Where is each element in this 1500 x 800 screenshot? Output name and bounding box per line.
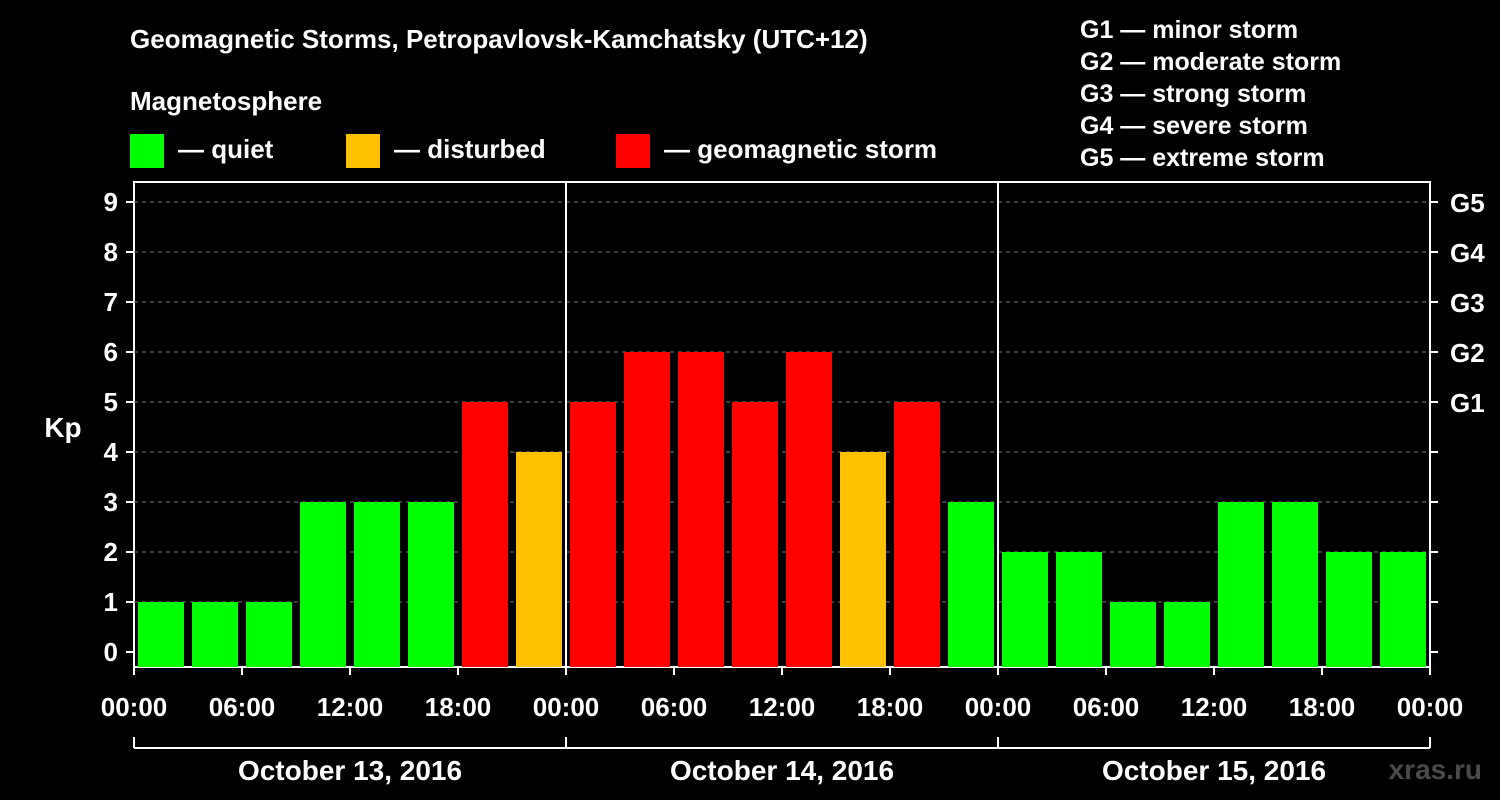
legend-swatch-quiet — [130, 134, 164, 168]
kp-bar — [516, 452, 562, 667]
right-axis-label: G3 — [1450, 288, 1485, 318]
storm-scale-g1: G1 — minor storm — [1080, 16, 1299, 44]
kp-bar — [1326, 552, 1372, 667]
kp-bar — [570, 402, 616, 667]
chart-title: Geomagnetic Storms, Petropavlovsk-Kamcha… — [130, 24, 868, 54]
x-tick-label: 12:00 — [317, 692, 384, 722]
storm-scale-g5: G5 — extreme storm — [1080, 144, 1325, 172]
kp-bar — [840, 452, 886, 667]
y-tick-label: 7 — [104, 287, 118, 317]
x-tick-label: 18:00 — [1289, 692, 1356, 722]
x-tick-label: 18:00 — [857, 692, 924, 722]
right-axis-label: G2 — [1450, 338, 1485, 368]
kp-bar — [300, 502, 346, 667]
watermark: xras.ru — [1388, 754, 1482, 785]
day-label: October 14, 2016 — [670, 755, 894, 786]
kp-bar — [894, 402, 940, 667]
kp-bar — [1110, 602, 1156, 667]
y-tick-label: 6 — [104, 337, 118, 367]
kp-bar — [462, 402, 508, 667]
kp-bar — [1056, 552, 1102, 667]
x-tick-label: 06:00 — [641, 692, 708, 722]
x-tick-label: 12:00 — [749, 692, 816, 722]
y-tick-label: 0 — [104, 637, 118, 667]
day-label: October 15, 2016 — [1102, 755, 1326, 786]
x-tick-label: 18:00 — [425, 692, 492, 722]
kp-bar — [1380, 552, 1426, 667]
y-tick-label: 5 — [104, 387, 118, 417]
storm-scale-list: G1 — minor storm G2 — moderate storm G3 … — [1080, 14, 1341, 174]
legend-label-quiet: — quiet — [178, 134, 274, 164]
day-label: October 13, 2016 — [238, 755, 462, 786]
y-tick-label: 4 — [104, 437, 119, 467]
kp-bar — [354, 502, 400, 667]
right-axis-label: G5 — [1450, 188, 1485, 218]
kp-bar — [1272, 502, 1318, 667]
y-axis-label: Kp — [44, 412, 81, 443]
kp-bar — [1002, 552, 1048, 667]
legend-label-storm: — geomagnetic storm — [664, 134, 938, 164]
kp-bar — [138, 602, 184, 667]
legend-label-disturbed: — disturbed — [394, 134, 546, 164]
legend-swatch-storm — [616, 134, 650, 168]
y-tick-label: 9 — [104, 187, 118, 217]
x-tick-label: 00:00 — [1397, 692, 1464, 722]
kp-bar — [192, 602, 238, 667]
kp-bar — [732, 402, 778, 667]
kp-bar — [678, 352, 724, 667]
x-tick-label: 00:00 — [965, 692, 1032, 722]
legend-heading: Magnetosphere — [130, 86, 323, 116]
y-tick-label: 1 — [104, 587, 118, 617]
storm-scale-g4: G4 — severe storm — [1080, 112, 1308, 140]
y-tick-label: 8 — [104, 237, 118, 267]
kp-bar — [408, 502, 454, 667]
x-tick-label: 00:00 — [101, 692, 168, 722]
legend-swatch-disturbed — [346, 134, 380, 168]
kp-bar — [624, 352, 670, 667]
kp-bar — [948, 502, 994, 667]
y-tick-label: 2 — [104, 537, 118, 567]
right-axis-label: G4 — [1450, 238, 1485, 268]
kp-bar — [246, 602, 292, 667]
x-tick-label: 06:00 — [1073, 692, 1140, 722]
kp-bar — [1218, 502, 1264, 667]
right-axis-label: G1 — [1450, 388, 1485, 418]
x-tick-label: 06:00 — [209, 692, 276, 722]
x-tick-label: 12:00 — [1181, 692, 1248, 722]
x-tick-label: 00:00 — [533, 692, 600, 722]
storm-scale-g2: G2 — moderate storm — [1080, 48, 1342, 76]
kp-bar — [1164, 602, 1210, 667]
y-tick-label: 3 — [104, 487, 118, 517]
kp-bar — [786, 352, 832, 667]
storm-scale-g3: G3 — strong storm — [1080, 80, 1307, 108]
